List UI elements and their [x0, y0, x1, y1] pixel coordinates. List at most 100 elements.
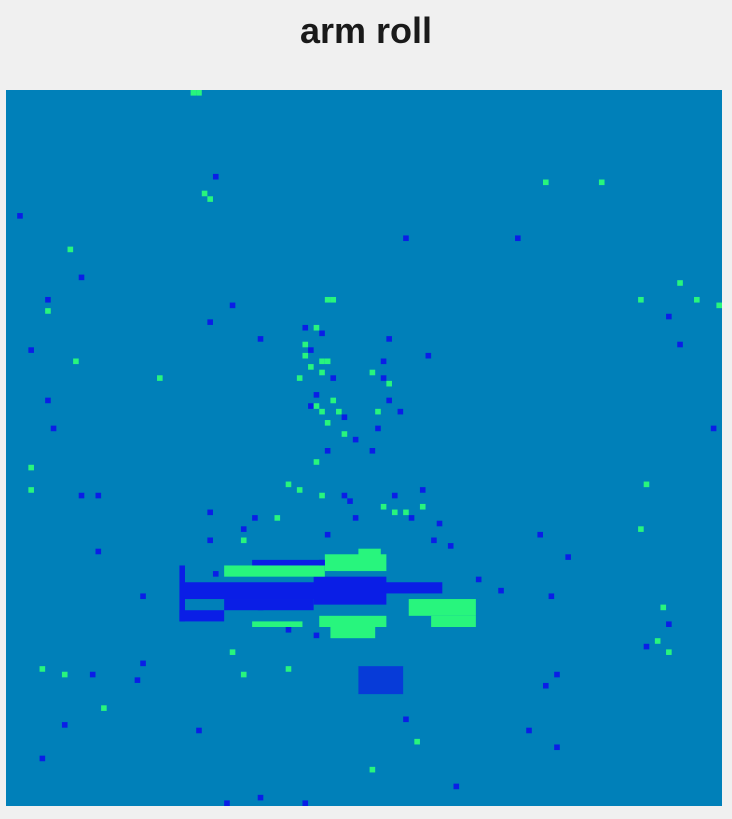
green-pixel — [638, 526, 644, 532]
blue-pixel — [347, 498, 353, 504]
green-pixel — [274, 515, 281, 521]
blue-pixel — [419, 487, 426, 493]
green-pixel — [380, 503, 387, 510]
blue-pixel — [134, 677, 141, 683]
blue-pixel — [403, 235, 409, 242]
blue-pixel — [28, 347, 34, 353]
green-pixel — [101, 705, 107, 711]
blue-pixel — [185, 593, 191, 600]
blue-pixel — [140, 593, 146, 600]
green-pixel — [341, 431, 348, 437]
blue-pixel — [212, 173, 219, 180]
green-pixel — [196, 90, 202, 96]
green-pixel — [330, 296, 337, 303]
blue-pixel — [78, 492, 85, 499]
blue-pixel — [313, 392, 320, 398]
scatter-image — [17, 90, 722, 806]
green-pixel — [598, 179, 605, 186]
blue-pixel — [375, 425, 381, 432]
green-band-top — [224, 565, 325, 577]
green-pixel — [369, 369, 376, 376]
blue-pixel — [45, 296, 51, 303]
green-pixel — [660, 604, 667, 611]
green-pixel — [324, 296, 331, 303]
blue-pixel — [543, 682, 549, 689]
green-pixel — [45, 308, 51, 314]
blue-pixel — [403, 716, 409, 723]
blue-pixel — [408, 515, 415, 521]
blue-pixel — [352, 436, 359, 443]
green-pixel — [285, 666, 292, 672]
green-pixel — [330, 397, 337, 404]
blue-pixel — [257, 604, 264, 611]
blue-pixel — [17, 213, 23, 219]
blue-pixel — [554, 744, 560, 751]
image-frame — [6, 90, 722, 806]
blue-pixel — [666, 621, 672, 627]
blue-pixel — [324, 531, 331, 538]
blue-pixel — [548, 593, 555, 600]
green-pixel — [391, 509, 398, 516]
green-pixel — [240, 671, 247, 678]
green-pixel — [386, 380, 392, 387]
blue-pixel — [252, 515, 258, 521]
green-pixel — [324, 358, 331, 365]
blue-pixel — [240, 526, 247, 532]
blue-pixel — [498, 587, 504, 594]
blue-pixel — [95, 492, 102, 499]
blue-pixel — [196, 727, 202, 734]
green-cluster — [224, 548, 476, 639]
blue-pixels — [17, 173, 717, 806]
green-pixel — [28, 464, 34, 471]
green-pixel — [302, 352, 309, 359]
blue-pixel — [386, 397, 392, 404]
green-pixel — [419, 503, 426, 510]
green-band-right — [408, 599, 476, 616]
green-pixel — [313, 459, 320, 465]
blue-pixel — [425, 352, 432, 359]
blue-pixel — [319, 330, 325, 337]
green-pixel — [39, 666, 46, 672]
blue-pixel — [666, 313, 672, 320]
blue-pixel — [229, 302, 236, 309]
blue-pixel — [212, 571, 219, 577]
green-pixel — [240, 537, 247, 544]
blue-pixel — [380, 358, 387, 365]
green-pixel — [319, 408, 325, 415]
blue-pixel — [565, 554, 571, 560]
blue-pixel — [330, 375, 337, 381]
blue-pixel — [643, 643, 650, 650]
blue-pixel — [308, 403, 314, 409]
green-pixel — [302, 341, 309, 348]
blue-pixel — [324, 448, 331, 454]
green-pixel — [403, 509, 409, 516]
blue-band-left — [179, 610, 225, 622]
blue-pixel — [207, 537, 213, 544]
green-pixel — [285, 481, 292, 488]
green-pixel — [319, 369, 325, 376]
green-pixel — [336, 408, 342, 415]
green-pixel — [369, 766, 376, 773]
blue-pixel — [50, 425, 57, 432]
blue-pixel — [207, 319, 213, 325]
green-pixel — [638, 296, 644, 303]
green-pixel — [414, 738, 420, 745]
blue-pixel — [140, 660, 146, 667]
blue-pixel — [302, 800, 309, 806]
green-pixel — [643, 481, 650, 488]
green-pixel — [694, 296, 700, 303]
blue-pixel — [537, 531, 543, 538]
blue-pixel — [257, 336, 264, 342]
blue-pixel — [78, 274, 85, 281]
blue-band-left-stem — [179, 565, 185, 622]
green-pixel — [73, 358, 79, 365]
blue-pixel — [369, 448, 376, 454]
green-pixel — [716, 302, 722, 309]
blue-pixel — [95, 548, 102, 555]
green-pixel — [28, 487, 34, 493]
green-band-left — [252, 621, 303, 627]
blue-pixel — [45, 397, 51, 404]
blue-pixel — [313, 632, 320, 639]
green-pixel — [319, 492, 325, 499]
blue-pixel — [380, 375, 387, 381]
